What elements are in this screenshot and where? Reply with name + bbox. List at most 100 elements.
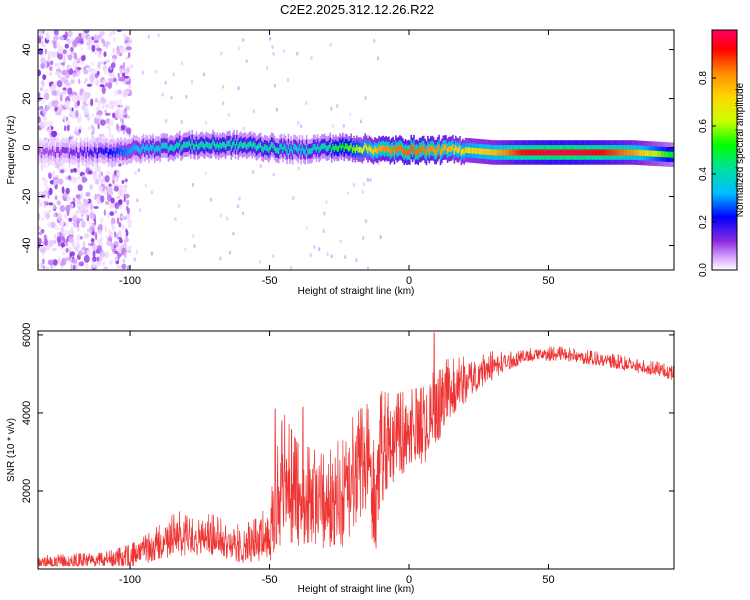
heatmap-noise-cell <box>105 235 109 240</box>
heatmap-noise-cell <box>271 254 275 259</box>
heatmap-ridge-cell <box>361 148 364 154</box>
heatmap-ridge-cell <box>304 149 306 156</box>
heatmap-noise-cell <box>67 175 72 180</box>
heatmap-noise-cell <box>45 32 51 41</box>
heatmap-noise-cell <box>147 34 150 39</box>
heatmap-noise-cell <box>117 246 120 253</box>
heatmap-noise-cell <box>41 57 46 64</box>
heatmap-ridge-cell <box>654 150 657 157</box>
heatmap-ridge-cell <box>364 142 366 149</box>
heatmap-ridge-cell <box>81 149 83 156</box>
heatmap-ridge-cell <box>402 147 404 154</box>
heatmap-ridge-cell <box>157 145 160 151</box>
heatmap-noise-cell <box>222 101 225 106</box>
heatmap-noise-cell <box>86 83 92 87</box>
heatmap-noise-cell <box>164 80 167 85</box>
heatmap-ridge-cell <box>107 151 110 158</box>
heatmap-ridge-cell <box>305 144 308 150</box>
heatmap-noise-cell <box>40 40 44 45</box>
heatmap-noise-cell <box>73 169 77 173</box>
heatmap-noise-cell <box>83 69 89 75</box>
heatmap-ridge-cell <box>392 146 394 152</box>
heatmap-ridge-cell <box>605 149 608 156</box>
heatmap-noise-cell <box>100 119 106 126</box>
heatmap-noise-cell <box>127 51 131 59</box>
heatmap-ridge-cell <box>194 144 196 151</box>
heatmap-noise-cell <box>108 100 115 105</box>
heatmap-ridge-cell <box>47 150 50 157</box>
heatmap-ridge-cell <box>474 147 477 154</box>
heatmap-noise-cell <box>63 213 68 219</box>
colorbar-tick-label: 0.2 <box>698 215 709 229</box>
heatmap-ridge-cell <box>86 146 89 153</box>
heatmap-noise-cell <box>66 100 70 107</box>
heatmap-noise-cell <box>71 91 78 96</box>
heatmap-noise-cell <box>65 204 71 213</box>
heatmap-ridge-cell <box>400 145 403 152</box>
heatmap-noise-cell <box>92 244 98 250</box>
heatmap-noise-cell <box>65 187 70 195</box>
heatmap-ridge-cell <box>376 147 379 154</box>
heatmap-ridge-cell <box>82 150 85 157</box>
heatmap-noise-cell <box>125 246 131 253</box>
heatmap-noise-cell <box>76 241 80 250</box>
heatmap-noise-cell <box>83 232 90 239</box>
heatmap-noise-cell <box>58 92 64 97</box>
snr-ytick-label: 2000 <box>21 479 33 503</box>
heatmap-ridge-cell <box>383 146 386 153</box>
heatmap-noise-cell <box>64 31 68 39</box>
heatmap-noise-cell <box>116 171 120 177</box>
heatmap-noise-cell <box>124 107 127 113</box>
heatmap-noise-cell <box>57 53 63 60</box>
heatmap-ridge-cell <box>241 143 244 149</box>
heatmap-ridge-cell <box>395 144 397 151</box>
heatmap-noise-cell <box>80 55 86 62</box>
heatmap-ridge-cell <box>594 149 597 156</box>
heatmap-noise-cell <box>108 202 115 209</box>
heatmap-ridge-cell <box>374 146 376 153</box>
heatmap-ridge-cell <box>632 149 634 156</box>
heatmap-ridge-cell <box>333 145 336 152</box>
heatmap-ridge-cell <box>399 144 401 151</box>
heatmap-ridge-cell <box>283 143 286 150</box>
heatmap-ridge-cell <box>367 147 369 154</box>
heatmap-noise-cell <box>54 63 58 67</box>
heatmap-ridge-cell <box>630 149 633 156</box>
heatmap-noise-cell <box>72 72 76 77</box>
heatmap-ridge-cell <box>477 148 479 155</box>
heatmap-noise-cell <box>232 231 235 236</box>
heatmap-noise-cell <box>118 98 122 103</box>
heatmap-noise-cell <box>40 30 43 37</box>
heatmap-ridge-cell <box>651 150 654 157</box>
heatmap-noise-cell <box>48 202 54 206</box>
heatmap-noise-cell <box>245 59 248 64</box>
heatmap-noise-cell <box>104 68 107 76</box>
heatmap-ridge-cell <box>462 148 464 154</box>
heatmap-noise-cell <box>96 245 103 252</box>
heatmap-ridge-cell <box>330 147 333 154</box>
heatmap-noise-cell <box>325 200 328 205</box>
heatmap-ridge-cell <box>480 148 482 155</box>
heatmap-noise-cell <box>57 75 62 79</box>
heatmap-ridge-cell <box>640 150 643 156</box>
heatmap-noise-cell <box>108 127 112 135</box>
heatmap-noise-cell <box>124 89 131 95</box>
heatmap-ridge-cell <box>79 146 82 153</box>
heatmap-ridge-cell <box>379 146 382 153</box>
heatmap-ridge-cell <box>144 146 146 153</box>
heatmap-noise-cell <box>61 251 66 256</box>
heatmap-noise-cell <box>85 263 89 270</box>
heatmap-ridge-cell <box>149 143 152 150</box>
heatmap-noise-cell <box>141 70 145 75</box>
heatmap-ridge-cell <box>375 147 378 154</box>
heatmap-ridge-cell <box>541 149 544 156</box>
heatmap-noise-cell <box>45 266 49 270</box>
heatmap-noise-cell <box>379 235 382 240</box>
heatmap-noise-cell <box>76 209 80 214</box>
heatmap-noise-cell <box>79 236 83 240</box>
heatmap-ridge-cell <box>372 149 375 156</box>
heatmap-noise-cell <box>56 236 61 243</box>
heatmap-noise-cell <box>364 219 368 224</box>
heatmap-noise-cell <box>130 64 133 69</box>
heatmap-noise-cell <box>305 226 308 231</box>
